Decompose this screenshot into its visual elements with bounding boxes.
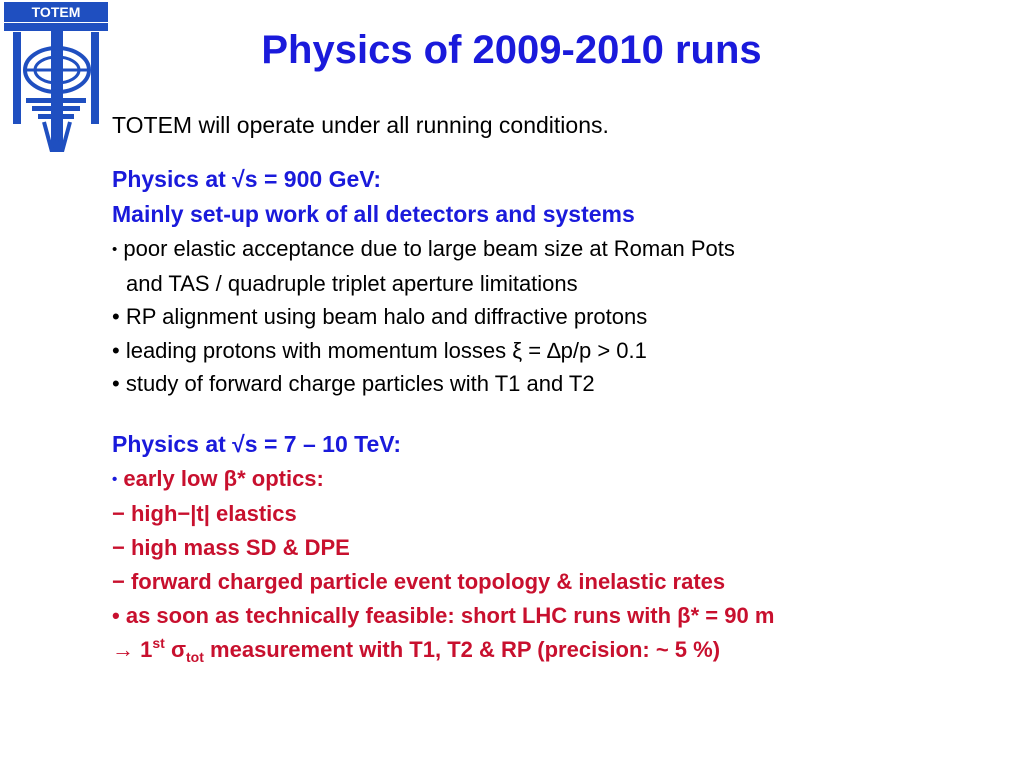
list-item-text: high mass SD & DPE <box>130 534 350 560</box>
logo-text: TOTEM <box>32 4 81 20</box>
arrow-icon: → <box>112 636 134 662</box>
page-title: Physics of 2009-2010 runs <box>261 28 762 72</box>
list-item: • early low β* optics: <box>112 462 1017 497</box>
list-item: and TAS / quadruple triplet aperture lim… <box>112 267 1017 301</box>
list-item: • study of forward charge particles with… <box>112 367 1017 401</box>
bullet-marker: • <box>112 602 120 628</box>
dash-marker: − <box>112 534 125 560</box>
list-item: − high−|t| elastics <box>112 497 1017 531</box>
dash-marker: − <box>112 568 125 594</box>
list-item-text: poor elastic acceptance due to large bea… <box>123 236 735 261</box>
list-item-text: high−|t| elastics <box>130 500 297 526</box>
bullet-marker: • <box>112 371 120 396</box>
totem-logo: TOTEM <box>4 2 108 152</box>
s7-heading: Physics at √s = 7 – 10 TeV: <box>112 430 402 457</box>
list-item-text: as soon as technically feasible: short L… <box>125 602 775 628</box>
logo-banner <box>4 2 108 22</box>
bullet-marker: • <box>112 470 118 488</box>
list-item: • RP alignment using beam halo and diffr… <box>112 300 1017 334</box>
s900-heading: Physics at √s = 900 GeV: <box>112 166 381 192</box>
bullet-marker: • <box>112 337 120 363</box>
list-item-text: and TAS / quadruple triplet aperture lim… <box>126 270 578 296</box>
bullet-marker: • <box>112 241 118 258</box>
s900-subheading: Mainly set-up work of all detectors and … <box>112 201 635 227</box>
final-measurement-line: → 1st σtot measurement with T1, T2 & RP … <box>112 634 721 665</box>
list-item: • poor elastic acceptance due to large b… <box>112 232 1017 267</box>
list-item-text: early low β* optics: <box>123 465 324 491</box>
list-item-text: forward charged particle event topology … <box>130 568 726 594</box>
list-item: • as soon as technically feasible: short… <box>112 599 1017 633</box>
list-item: − high mass SD & DPE <box>112 531 1017 565</box>
list-item-text: leading protons with momentum losses ξ =… <box>125 337 647 363</box>
list-item: − forward charged particle event topolog… <box>112 565 1017 599</box>
slide-content: TOTEM will operate under all running con… <box>112 108 1017 667</box>
intro-text: TOTEM will operate under all running con… <box>112 112 609 138</box>
list-item: • leading protons with momentum losses ξ… <box>112 334 1017 368</box>
bullet-marker: • <box>112 304 120 329</box>
dash-marker: − <box>112 500 125 526</box>
list-item-text: study of forward charge particles with T… <box>125 371 595 396</box>
list-item-text: RP alignment using beam halo and diffrac… <box>125 304 648 329</box>
